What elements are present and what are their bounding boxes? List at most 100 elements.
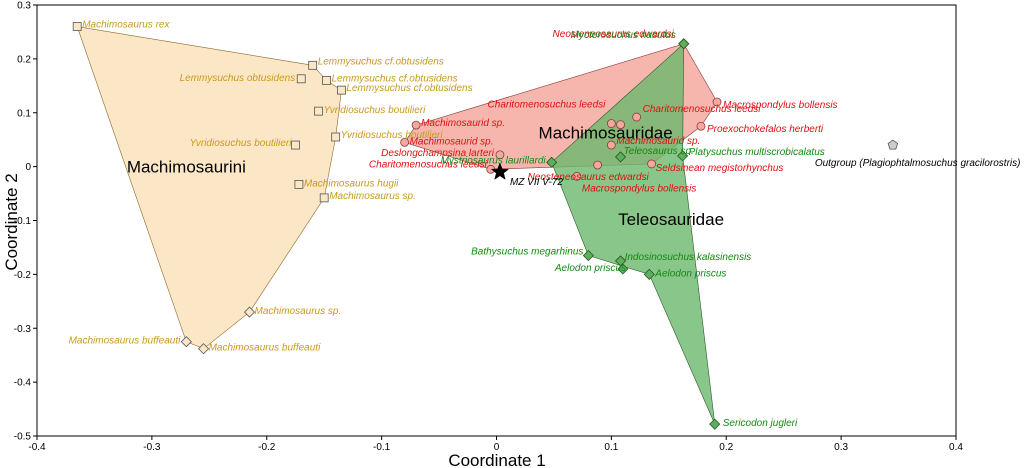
x-tick-label: -0.2 bbox=[258, 442, 276, 453]
point-label: Aelodon priscus bbox=[654, 268, 726, 279]
point-label: Lemmysuchus cf.obtusidens bbox=[331, 73, 457, 84]
y-tick-label: 0.2 bbox=[17, 54, 31, 65]
diamond-marker bbox=[677, 150, 689, 162]
x-tick-label: 0.2 bbox=[719, 442, 733, 453]
point-label: Machimosaurus buffeauti bbox=[209, 343, 322, 354]
point-label: Aelodon priscus bbox=[554, 263, 626, 274]
point-label: Lemmysuchus obtusidens bbox=[180, 73, 296, 84]
y-tick-label: 0.3 bbox=[17, 1, 31, 12]
point-label: Yvridiosuchus boutilieri bbox=[190, 138, 293, 149]
circle-marker bbox=[411, 120, 421, 130]
point-label: Lemmysuchus cf.obtusidens bbox=[346, 83, 472, 94]
square-marker bbox=[331, 132, 341, 142]
y-axis-label: Coordinate 2 bbox=[2, 173, 21, 270]
point-label: Bathysuchus megarhinus bbox=[471, 247, 583, 258]
square-marker bbox=[322, 76, 331, 85]
point-label: Machimosaurus buffeauti bbox=[69, 336, 182, 347]
point-label: Charitomenosuchus leedsi bbox=[488, 100, 607, 111]
x-tick-label: -0.4 bbox=[28, 442, 46, 453]
point-label: Machimosaurid sp. bbox=[616, 136, 700, 147]
x-tick-label: 0.1 bbox=[604, 442, 618, 453]
diamond-marker bbox=[180, 336, 192, 348]
circle-marker bbox=[606, 140, 616, 150]
x-tick-label: 0 bbox=[494, 442, 500, 453]
point-label: Machimosaurus sp. bbox=[329, 191, 416, 202]
y-tick-label: -0.5 bbox=[14, 432, 32, 443]
point-label: MZ VII V-72 bbox=[510, 177, 563, 188]
group-label-machimosaurini: Machimosaurini bbox=[127, 158, 246, 177]
diamond-marker bbox=[243, 306, 256, 318]
point-label: Yvridiosuchus boutilieri bbox=[341, 130, 444, 141]
point-label: Platysuchus multiscrobicalatus bbox=[689, 147, 825, 158]
point-label: Outgroup (Plagiophtalmosuchus graciloros… bbox=[815, 158, 1021, 169]
circle-marker bbox=[572, 171, 582, 181]
point-label: Charitomenosuchus leedsi bbox=[643, 104, 762, 115]
hull-machimosaurini bbox=[76, 26, 342, 350]
x-tick-label: -0.1 bbox=[373, 442, 391, 453]
point-label: Teleosaurus sp. bbox=[624, 146, 694, 157]
y-tick-label: -0.3 bbox=[14, 324, 32, 335]
y-tick-label: 0.1 bbox=[17, 108, 31, 119]
point-label: Macrospondylus bollensis bbox=[723, 100, 838, 111]
point-label: Indosinosuchus kalasinensis bbox=[625, 252, 752, 263]
point-label: Seldsinean megistorhynchus bbox=[656, 163, 784, 174]
square-marker bbox=[308, 60, 318, 70]
group-label-teleosauridae: Teleosauridae bbox=[618, 210, 724, 229]
point-label: Charitomenosuchus leedsi bbox=[369, 159, 488, 170]
y-tick-label: 0 bbox=[25, 162, 31, 173]
square-marker bbox=[294, 180, 304, 189]
point-label: Deslongchampsina larteri bbox=[381, 148, 495, 159]
square-marker bbox=[72, 22, 82, 31]
circle-marker bbox=[696, 121, 706, 131]
pentagon-marker bbox=[887, 139, 899, 150]
point-label: Machimosaurus rex bbox=[82, 20, 170, 31]
group-label-machimosauridae: Machimosauridae bbox=[539, 124, 673, 143]
circle-marker bbox=[400, 137, 410, 147]
circle-marker bbox=[647, 159, 656, 169]
circle-marker bbox=[616, 120, 625, 130]
point-label: Yvridiosuchus boutilieri bbox=[323, 105, 426, 116]
x-tick-label: 0.3 bbox=[834, 442, 848, 453]
square-marker bbox=[296, 74, 306, 84]
circle-marker bbox=[593, 160, 602, 170]
diamond-marker bbox=[198, 343, 210, 355]
point-label: Machimosaurus sp. bbox=[255, 306, 342, 317]
group-hulls bbox=[76, 26, 718, 425]
data-markers bbox=[72, 22, 899, 430]
point-label: Macrospondylus bollensis bbox=[582, 183, 697, 194]
circle-marker bbox=[632, 112, 642, 122]
diamond-marker bbox=[643, 268, 655, 280]
point-label: Lemmysuchus cf.obtusidens bbox=[318, 56, 444, 67]
square-marker bbox=[319, 193, 329, 203]
group-labels: Machimosaurini Machimosauridae Teleosaurid… bbox=[127, 124, 724, 229]
x-tick-label: 0.4 bbox=[949, 442, 963, 453]
circle-marker bbox=[712, 97, 722, 107]
y-tick-label: -0.1 bbox=[14, 216, 32, 227]
axes: -0.4 -0.3 -0.2 -0.1 0 0.1 0.2 0.3 0.4-0.5-0.4-0.… bbox=[14, 1, 964, 454]
y-tick-label: -0.2 bbox=[14, 270, 32, 281]
star-marker bbox=[490, 162, 510, 180]
point-label: Neosteneosaurus edwardsi bbox=[528, 172, 650, 183]
diamond-marker bbox=[617, 263, 629, 275]
square-marker bbox=[314, 106, 323, 116]
point-label: Mycterosuchus nasutus bbox=[571, 30, 676, 41]
point-label: Machimosaurid sp. bbox=[421, 118, 505, 129]
diamond-marker bbox=[678, 38, 690, 50]
diamond-marker bbox=[546, 156, 558, 168]
y-tick-label: -0.4 bbox=[14, 378, 32, 389]
point-label: Sericodon jugleri bbox=[723, 418, 798, 429]
diamond-marker bbox=[709, 418, 721, 430]
circle-marker bbox=[495, 150, 505, 160]
square-marker bbox=[291, 140, 300, 150]
square-marker bbox=[337, 85, 346, 95]
point-label: Machimosaurus hugii bbox=[304, 178, 399, 189]
data-labels: Lemmysuchus obtusidens Yvridiosuchus bout… bbox=[69, 20, 1021, 430]
point-label: Proexochokefalos herberti bbox=[707, 124, 824, 135]
point-label: Neosteneosaurus edwardsi bbox=[553, 29, 675, 40]
point-label: Mystriosaurus laurillardi bbox=[441, 155, 547, 166]
diamond-marker bbox=[614, 151, 627, 163]
x-tick-label: -0.3 bbox=[143, 442, 161, 453]
x-axis-label: Coordinate 1 bbox=[448, 451, 545, 468]
diamond-marker bbox=[582, 249, 594, 262]
